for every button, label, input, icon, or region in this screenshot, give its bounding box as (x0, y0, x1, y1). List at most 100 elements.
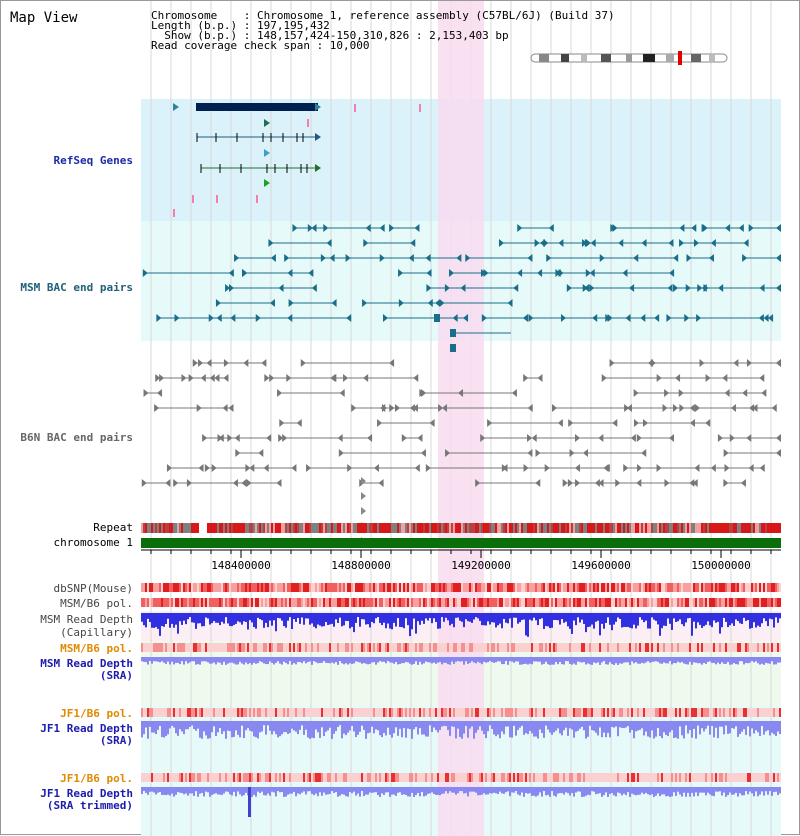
jf1-read-depth-sra-trimmed (433, 787, 435, 794)
msm-b6-polymorphism (447, 598, 449, 607)
msm-read-depth-sra (417, 657, 419, 665)
dbsnp-density (381, 583, 383, 592)
jf1-read-depth-sra (425, 721, 427, 737)
jf1-read-depth-sra (427, 721, 429, 737)
track-label-dbsnp[interactable]: dbSNP(Mouse) (53, 582, 133, 595)
msm-read-depth-sra (339, 657, 341, 662)
track-label-jf1-b6-pol[interactable]: JF1/B6 pol. (60, 707, 133, 720)
msm-read-depth-sra (701, 657, 703, 665)
jf1-read-depth-sra-trimmed (695, 787, 697, 793)
msm-b6-polymorphism-sra (341, 643, 343, 652)
msm-bac-pair-end (270, 254, 276, 262)
jf1-b6-polymorphism (495, 708, 497, 717)
jf1-read-depth-sra-trimmed (583, 787, 585, 797)
jf1-b6-polymorphism (659, 708, 661, 717)
jf1-b6-polymorphism-trimmed (389, 773, 391, 782)
jf1-b6-polymorphism-trimmed (555, 773, 557, 782)
msm-b6-polymorphism (695, 598, 697, 607)
dbsnp-density (579, 583, 581, 592)
msm-read-depth-capillary (687, 613, 689, 619)
jf1-read-depth-sra-trimmed (615, 787, 617, 797)
track-label-msm-b6-pol-sra[interactable]: MSM/B6 pol. (60, 642, 133, 655)
track-label-msm-depth-sra[interactable]: MSM Read Depth (40, 657, 133, 670)
track-label-msm-bac[interactable]: MSM BAC end pairs (20, 281, 133, 294)
msm-read-depth-sra (593, 657, 595, 663)
track-label-jf1-b6-pol-trimmed[interactable]: JF1/B6 pol. (60, 772, 133, 785)
msm-read-depth-sra (457, 657, 459, 662)
jf1-read-depth-sra-trimmed (685, 787, 687, 797)
jf1-read-depth-sra-trimmed (625, 787, 627, 796)
msm-b6-polymorphism (615, 598, 617, 607)
jf1-b6-polymorphism-trimmed (245, 773, 247, 782)
msm-b6-polymorphism-sra (443, 643, 445, 652)
jf1-read-depth-sra-trimmed (353, 787, 355, 792)
msm-b6-polymorphism-sra (583, 643, 585, 652)
jf1-b6-polymorphism-trimmed (661, 773, 663, 782)
msm-b6-polymorphism-sra (331, 643, 333, 652)
msm-b6-polymorphism (197, 598, 199, 607)
dbsnp-density (441, 583, 443, 592)
msm-b6-polymorphism (559, 598, 561, 607)
strand-arrow (315, 164, 321, 172)
jf1-read-depth-sra-trimmed (211, 787, 213, 796)
jf1-b6-polymorphism-trimmed (375, 773, 377, 782)
msm-b6-polymorphism-sra (749, 643, 751, 652)
msm-b6-polymorphism-sra (335, 643, 337, 652)
repeat-element (371, 523, 373, 533)
msm-read-depth-sra (743, 657, 745, 665)
b6n-bac-pair-end (710, 464, 716, 472)
jf1-b6-polymorphism (257, 708, 259, 717)
repeat-element (409, 523, 411, 533)
jf1-read-depth-sra (359, 721, 361, 732)
msm-b6-polymorphism (603, 598, 605, 607)
msm-read-depth-capillary (141, 613, 143, 622)
msm-read-depth-capillary (469, 613, 471, 622)
msm-b6-polymorphism-sra (375, 643, 377, 652)
dbsnp-density (703, 583, 705, 592)
msm-read-depth-sra (493, 657, 495, 663)
msm-bac-pair-end (156, 314, 162, 322)
msm-bac-pair-end (686, 254, 692, 262)
b6n-bac-pair-end (421, 389, 427, 397)
msm-read-depth-sra (149, 657, 151, 662)
dbsnp-density (403, 583, 405, 592)
repeat-element (437, 523, 439, 533)
dbsnp-density (405, 583, 407, 592)
b6n-bac-pair-end (204, 464, 210, 472)
msm-read-depth-capillary (275, 613, 277, 632)
jf1-b6-polymorphism-trimmed (721, 773, 723, 782)
track-label-b6n-bac[interactable]: B6N BAC end pairs (20, 431, 133, 444)
msm-b6-polymorphism (625, 598, 627, 607)
msm-b6-polymorphism (417, 598, 419, 607)
track-label-jf1-depth[interactable]: JF1 Read Depth (40, 722, 133, 735)
msm-read-depth-capillary (235, 613, 237, 624)
msm-bac-pair-end (673, 254, 679, 262)
jf1-b6-polymorphism-trimmed (649, 773, 651, 782)
msm-bac-pair-end (383, 314, 389, 322)
msm-read-depth-sra (691, 657, 693, 665)
msm-read-depth-capillary (631, 613, 633, 629)
jf1-read-depth-sra-trimmed (271, 787, 273, 792)
msm-b6-polymorphism-sra (641, 643, 643, 652)
track-label-msm-depth-capillary[interactable]: MSM Read Depth (40, 613, 133, 626)
jf1-read-depth-sra-trimmed (349, 787, 351, 793)
jf1-b6-polymorphism-trimmed (473, 773, 475, 782)
jf1-read-depth-sra (629, 721, 631, 733)
track-label-msm-b6-pol[interactable]: MSM/B6 pol. (60, 597, 133, 610)
dbsnp-density (509, 583, 511, 592)
msm-b6-polymorphism (377, 598, 379, 607)
msm-read-depth-sra (729, 657, 731, 665)
track-label-refseq-genes[interactable]: RefSeq Genes (53, 154, 133, 167)
jf1-read-depth-sra-trimmed (555, 787, 557, 797)
dbsnp-density (741, 583, 743, 592)
jf1-b6-polymorphism-trimmed (393, 773, 395, 782)
msm-b6-polymorphism (735, 598, 737, 607)
track-label-repeat[interactable]: Repeat (93, 521, 133, 534)
msm-b6-polymorphism (181, 598, 183, 607)
msm-b6-polymorphism (667, 598, 669, 607)
jf1-read-depth-sra (189, 721, 191, 727)
msm-read-depth-capillary (711, 613, 713, 628)
track-label-jf1-depth-trimmed[interactable]: JF1 Read Depth (40, 787, 133, 800)
jf1-read-depth-sra-trimmed (749, 787, 751, 792)
